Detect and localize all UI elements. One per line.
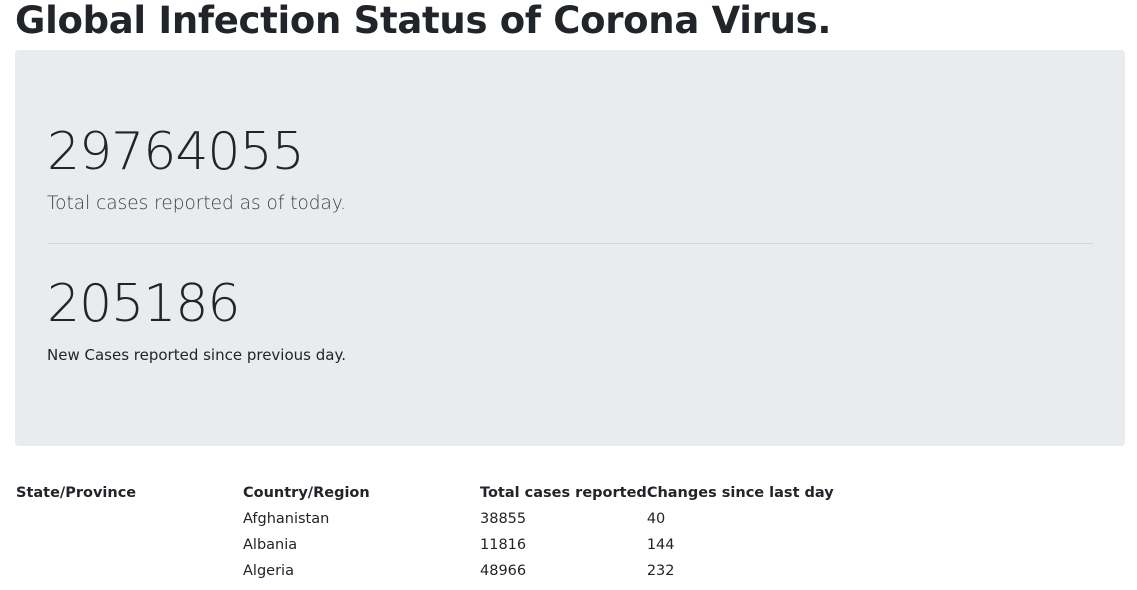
table-row: Afghanistan 38855 40 [16, 506, 847, 532]
cell-country: Albania [243, 537, 298, 553]
new-cases-label: New Cases reported since previous day. [47, 346, 346, 364]
header-changes: Changes since last day [646, 485, 834, 501]
cell-total: 38855 [480, 511, 527, 527]
cell-country: Afghanistan [243, 511, 330, 527]
cell-total: 48966 [480, 563, 527, 579]
page-title: Global Infection Status of Corona Virus. [15, 0, 832, 42]
table-row: Albania 11816 144 [16, 532, 847, 558]
header-total-cases: Total cases reported [480, 485, 647, 501]
cell-change: 40 [646, 511, 666, 527]
header-country-region: Country/Region [243, 485, 370, 501]
cell-change: 144 [646, 537, 675, 553]
header-state-province: State/Province [16, 485, 137, 501]
table-row: Algeria 48966 232 [16, 558, 847, 584]
cell-state [16, 532, 243, 558]
new-cases-count: 205186 [47, 274, 241, 334]
cell-total: 11816 [480, 537, 527, 553]
cell-change: 232 [646, 563, 675, 579]
summary-panel: 29764055 Total cases reported as of toda… [15, 50, 1125, 446]
cell-country: Algeria [243, 563, 294, 579]
table-header-row: State/Province Country/Region Total case… [16, 480, 847, 506]
divider [47, 243, 1093, 244]
total-cases-label: Total cases reported as of today. [47, 193, 347, 214]
cases-table: State/Province Country/Region Total case… [16, 480, 847, 584]
total-cases-count: 29764055 [47, 122, 305, 182]
cell-state [16, 558, 243, 584]
cell-state [16, 506, 243, 532]
